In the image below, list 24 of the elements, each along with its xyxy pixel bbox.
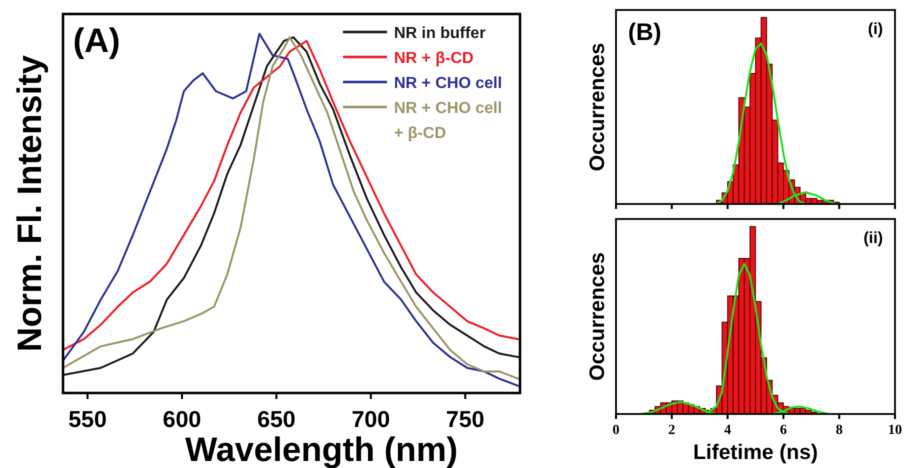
x-axis-title: Wavelength (nm) (185, 431, 458, 468)
legend-label: NR in buffer (394, 25, 486, 42)
y-axis-title: Norm. Fl. Intensity (11, 55, 49, 352)
legend-label: NR + β-CD (394, 50, 474, 67)
x-tick-label: 700 (352, 406, 390, 432)
annotation: (ii) (863, 230, 883, 247)
x-tick-label: 10 (888, 423, 902, 438)
y-axis-title: Occurrences (586, 42, 609, 172)
x-tick-label: 750 (446, 406, 484, 432)
legend-label: NR + CHO cell + β-CD (394, 100, 502, 142)
x-tick-label: 2 (668, 423, 676, 438)
x-tick-label: 550 (68, 406, 107, 432)
y-axis-title: Occurrences (586, 252, 609, 381)
x-tick-label: 600 (162, 406, 202, 432)
x-tick-label: 6 (780, 423, 787, 438)
annotation: (A) (73, 22, 120, 60)
legend-label: NR + CHO cell (394, 75, 502, 92)
x-tick-label: 4 (724, 423, 732, 438)
x-tick-label: 650 (257, 406, 296, 432)
annotation: (i) (868, 21, 883, 38)
x-axis-title: Lifetime (ns) (693, 441, 818, 464)
annotation: (B) (628, 19, 662, 46)
x-tick-label: 8 (836, 423, 843, 438)
x-tick-label: 0 (612, 423, 620, 438)
